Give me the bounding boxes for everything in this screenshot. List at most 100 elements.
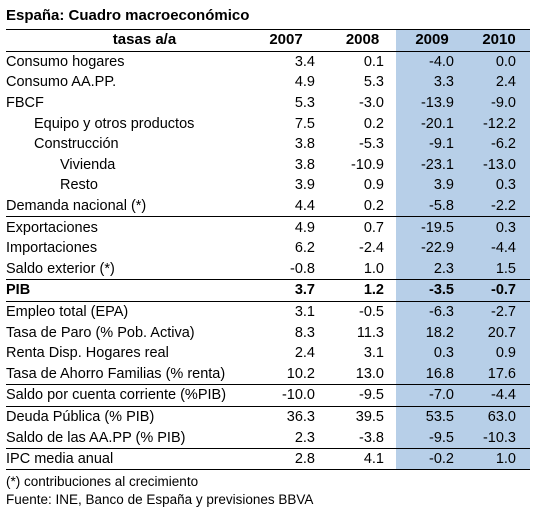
cell-2008: 1.2 bbox=[329, 279, 396, 302]
cell-2007: 4.9 bbox=[294, 74, 315, 91]
cell-2010: -2.7 bbox=[468, 301, 530, 323]
cell-2008: 3.1 bbox=[363, 345, 384, 362]
table-row: PIB 3.7 1.2 -3.5 -0.7 bbox=[6, 279, 530, 302]
row-label: IPC media anual bbox=[6, 448, 243, 471]
cell-2008: 0.2 bbox=[329, 195, 396, 218]
row-label: Demanda nacional (*) bbox=[6, 195, 243, 218]
cell-2010: 0.3 bbox=[468, 216, 530, 238]
row-label: Importaciones bbox=[6, 240, 98, 257]
row-label: Tasa de Ahorro Familias (% renta) bbox=[6, 363, 243, 386]
row-label: Saldo de las AA.PP (% PIB) bbox=[6, 427, 243, 449]
cell-2010: 63.0 bbox=[468, 406, 530, 428]
cell-2008: -0.5 bbox=[359, 304, 384, 321]
year-2008-header: 2008 bbox=[329, 29, 396, 52]
macro-table: tasas a/a 2007 2008 2009 2010 Consumo ho… bbox=[6, 29, 530, 471]
cell-2007: 3.8 bbox=[294, 156, 315, 173]
header-row: tasas a/a 2007 2008 2009 2010 bbox=[6, 29, 530, 52]
footnote: (*) contribuciones al crecimiento bbox=[6, 474, 199, 489]
cell-2010: 2.4 bbox=[468, 72, 530, 93]
cell-2009: -13.9 bbox=[396, 92, 468, 114]
table-row: Equipo y otros productos 7.5 0.2 -20.1 -… bbox=[6, 113, 530, 134]
row-label: Empleo total (EPA) bbox=[6, 304, 129, 321]
cell-2008: 0.2 bbox=[363, 115, 384, 132]
table-row: Empleo total (EPA) 3.1 -0.5 -6.3 -2.7 bbox=[6, 301, 530, 323]
cell-2009: -7.0 bbox=[396, 384, 468, 407]
cell-2007: 7.5 bbox=[294, 115, 315, 132]
cell-2010: -4.4 bbox=[468, 384, 530, 407]
row-label: FBCF bbox=[6, 95, 44, 112]
table-row: Demanda nacional (*) 4.4 0.2 -5.8 -2.2 bbox=[6, 195, 530, 218]
cell-2008: 1.0 bbox=[329, 258, 396, 281]
cell-2007: 10.2 bbox=[243, 363, 329, 386]
cell-2009: -9.1 bbox=[396, 133, 468, 155]
table-row: Renta Disp. Hogares real 2.4 3.1 0.3 0.9 bbox=[6, 342, 530, 364]
table-title: España: Cuadro macroeconómico bbox=[6, 7, 250, 24]
row-label: Construcción bbox=[34, 136, 119, 153]
cell-2009: 0.3 bbox=[396, 342, 468, 364]
row-label: Saldo exterior (*) bbox=[6, 258, 243, 281]
row-label: Deuda Pública (% PIB) bbox=[6, 408, 155, 425]
table-row: Importaciones 6.2 -2.4 -22.9 -4.4 bbox=[6, 237, 530, 259]
row-label: Renta Disp. Hogares real bbox=[6, 345, 169, 362]
cell-2008: 4.1 bbox=[329, 448, 396, 471]
cell-2007: 2.4 bbox=[294, 345, 315, 362]
table-row: Saldo de las AA.PP (% PIB) 2.3 -3.8 -9.5… bbox=[6, 427, 530, 449]
table-row: IPC media anual 2.8 4.1 -0.2 1.0 bbox=[6, 448, 530, 471]
cell-2008: 5.3 bbox=[363, 74, 384, 91]
cell-2010: 0.3 bbox=[468, 175, 530, 196]
cell-2007: 3.7 bbox=[243, 279, 329, 302]
cell-2008: -10.9 bbox=[350, 156, 384, 173]
table-row: Tasa de Ahorro Familias (% renta) 10.2 1… bbox=[6, 363, 530, 386]
cell-2008: 0.7 bbox=[363, 219, 384, 236]
table-row: Consumo hogares 3.4 0.1 -4.0 0.0 bbox=[6, 51, 530, 73]
year-2007-header: 2007 bbox=[243, 29, 329, 52]
cell-2010: -12.2 bbox=[468, 113, 530, 134]
cell-2009: -22.9 bbox=[396, 237, 468, 259]
cell-2007: 3.1 bbox=[294, 304, 315, 321]
cell-2008: -2.4 bbox=[359, 240, 384, 257]
table-row: Saldo por cuenta corriente (%PIB) -10.0 … bbox=[6, 384, 530, 407]
cell-2008: -3.0 bbox=[359, 95, 384, 112]
table-row: FBCF 5.3 -3.0 -13.9 -9.0 bbox=[6, 92, 530, 114]
cell-2008: 11.3 bbox=[356, 324, 384, 341]
cell-2009: 53.5 bbox=[396, 406, 468, 428]
cell-2007: 3.4 bbox=[294, 53, 315, 70]
cell-2007: 2.8 bbox=[243, 448, 329, 471]
cell-2008: -5.3 bbox=[359, 136, 384, 153]
table-row: Tasa de Paro (% Pob. Activa) 8.3 11.3 18… bbox=[6, 322, 530, 343]
year-2009-header: 2009 bbox=[396, 29, 468, 52]
cell-2010: 17.6 bbox=[468, 363, 530, 386]
row-label: Saldo por cuenta corriente (%PIB) bbox=[6, 384, 243, 407]
cell-2009: 3.3 bbox=[396, 72, 468, 93]
table-row: Resto 3.9 0.9 3.9 0.3 bbox=[6, 175, 530, 196]
cell-2007: 8.3 bbox=[294, 324, 315, 341]
row-label: Exportaciones bbox=[6, 219, 98, 236]
cell-2009: -9.5 bbox=[396, 427, 468, 449]
cell-2008: -9.5 bbox=[329, 384, 396, 407]
cell-2007: -0.8 bbox=[243, 258, 329, 281]
row-label: Equipo y otros productos bbox=[34, 115, 195, 132]
cell-2010: -10.3 bbox=[468, 427, 530, 449]
cell-2009: 18.2 bbox=[396, 322, 468, 343]
cell-2009: -0.2 bbox=[396, 448, 468, 471]
table-row: Vivienda 3.8 -10.9 -23.1 -13.0 bbox=[6, 154, 530, 176]
row-label: Consumo hogares bbox=[6, 53, 125, 70]
cell-2007: 6.2 bbox=[294, 240, 315, 257]
table-row: Saldo exterior (*) -0.8 1.0 2.3 1.5 bbox=[6, 258, 530, 281]
table-row: Deuda Pública (% PIB) 36.3 39.5 53.5 63.… bbox=[6, 406, 530, 428]
cell-2008: 0.1 bbox=[363, 53, 384, 70]
header-label: tasas a/a bbox=[6, 29, 243, 52]
year-2010-header: 2010 bbox=[468, 29, 530, 52]
cell-2009: -20.1 bbox=[396, 113, 468, 134]
source-note: Fuente: INE, Banco de España y prevision… bbox=[6, 492, 314, 507]
cell-2007: -10.0 bbox=[243, 384, 329, 407]
cell-2009: 3.9 bbox=[396, 175, 468, 196]
cell-2010: 20.7 bbox=[468, 322, 530, 343]
cell-2010: 1.5 bbox=[468, 258, 530, 281]
cell-2010: -2.2 bbox=[468, 195, 530, 218]
cell-2008: 13.0 bbox=[329, 363, 396, 386]
cell-2007: 5.3 bbox=[294, 95, 315, 112]
row-label: Tasa de Paro (% Pob. Activa) bbox=[6, 324, 195, 341]
cell-2007: 3.8 bbox=[294, 136, 315, 153]
cell-2009: -4.0 bbox=[396, 51, 468, 73]
